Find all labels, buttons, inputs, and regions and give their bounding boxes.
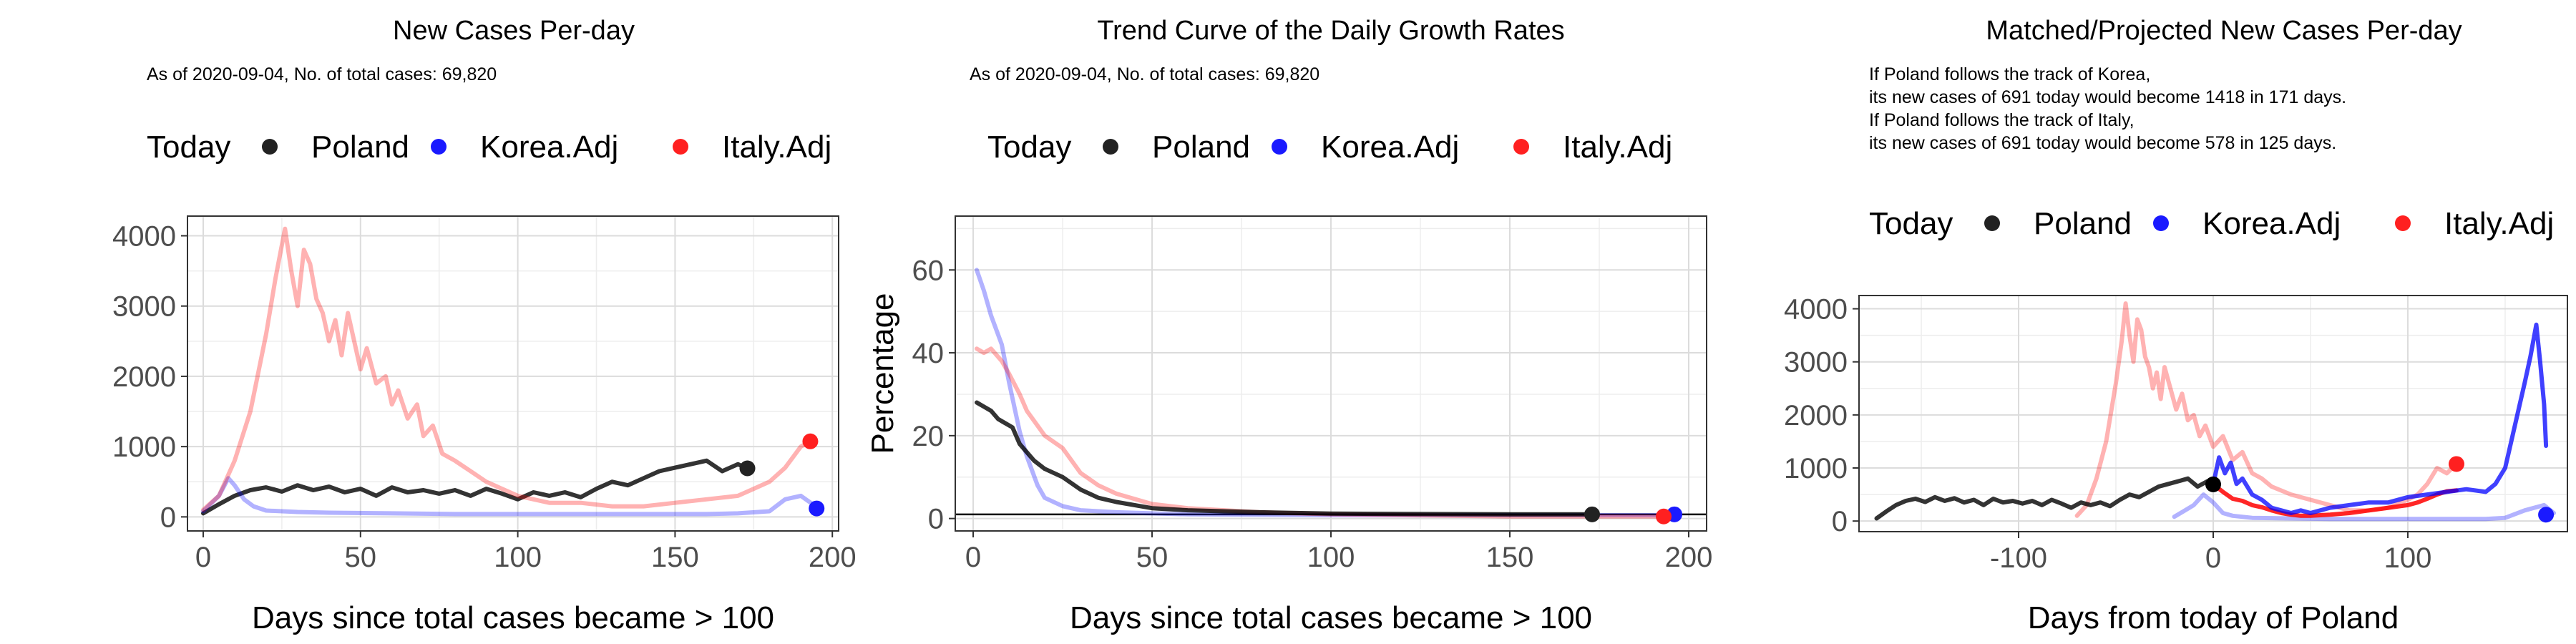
x-tick-label: -100 [1990, 542, 2047, 574]
series-line-italy-adj [201, 226, 813, 512]
x-tick-label: 0 [195, 542, 211, 573]
plot-panel [187, 216, 839, 531]
y-axis-label: Percentage [865, 293, 900, 454]
series-line-poland [1874, 476, 2215, 521]
series-line-italy-adj-projected [2211, 482, 2459, 518]
x-tick-label: 150 [651, 542, 699, 573]
x-axis-label: Days since total cases became > 100 [1070, 600, 1592, 635]
legend-label: Korea.Adj [2202, 206, 2341, 241]
chart-title: New Cases Per-day [393, 16, 635, 46]
legend-title: Today [147, 130, 230, 165]
y-tick-label: 0 [928, 504, 944, 535]
x-axis-label: Days since total cases became > 100 [252, 600, 774, 635]
today-point-italy-adj [802, 433, 819, 449]
legend-label: Poland [1152, 130, 1250, 165]
legend-key-marker [673, 139, 688, 155]
legend-title: Today [987, 130, 1071, 165]
today-point-poland [2205, 476, 2221, 492]
legend-key-marker [431, 139, 447, 155]
series-line-korea-adj [201, 476, 819, 517]
y-tick-label: 3000 [112, 291, 176, 323]
y-tick-label: 1000 [112, 431, 176, 463]
legend-label: Poland [311, 130, 409, 165]
legend-key-marker [1513, 139, 1529, 155]
chart-subtitle-line: If Poland follows the track of Italy, [1869, 110, 2135, 130]
series-line-poland [201, 458, 750, 516]
chart-subtitle-line: its new cases of 691 today would become … [1869, 133, 2336, 153]
y-tick-label: 2000 [1784, 400, 1848, 431]
legend-key-marker [2153, 215, 2169, 231]
y-tick-label: 3000 [1784, 347, 1848, 379]
x-tick-label: 100 [494, 542, 542, 573]
y-tick-label: 1000 [1784, 453, 1848, 484]
series-line-korea-adj [2172, 492, 2556, 522]
chart-title: Trend Curve of the Daily Growth Rates [1097, 16, 1564, 46]
chart-subtitle-line: As of 2020-09-04, No. of total cases: 69… [970, 64, 1319, 84]
y-tick-label: 60 [912, 255, 945, 286]
x-tick-label: 0 [2205, 542, 2221, 574]
today-point-korea-adj [809, 500, 825, 517]
chart-subtitle-line: its new cases of 691 today would become … [1869, 87, 2346, 107]
today-point-korea-adj [2538, 507, 2555, 523]
series-line-korea-adj [975, 268, 1677, 517]
y-tick-label: 2000 [112, 361, 176, 393]
legend-key-marker [262, 139, 278, 155]
plot-border [187, 215, 839, 532]
x-tick-label: 150 [1486, 542, 1534, 573]
today-point-poland [739, 460, 756, 477]
today-point-italy-adj [2448, 456, 2464, 472]
today-point-italy-adj [1656, 508, 1672, 525]
legend-key-marker [1272, 139, 1287, 155]
x-tick-label: 100 [1307, 542, 1355, 573]
chart-subtitle-line: If Poland follows the track of Korea, [1869, 64, 2150, 84]
legend-label: Italy.Adj [2444, 206, 2554, 241]
legend-label: Italy.Adj [722, 130, 831, 165]
legend-title: Today [1869, 206, 1953, 241]
x-axis-label: Days from today of Poland [2028, 600, 2399, 635]
series-line-poland [975, 400, 1594, 517]
legend-label: Italy.Adj [1563, 130, 1672, 165]
legend-label: Korea.Adj [480, 130, 618, 165]
series-line-korea-adj-projected [2211, 322, 2549, 515]
chart-subtitle-line: As of 2020-09-04, No. of total cases: 69… [147, 64, 497, 84]
y-tick-label: 0 [1832, 506, 1848, 537]
x-tick-label: 50 [1136, 542, 1169, 573]
chart-title: Matched/Projected New Cases Per-day [1986, 16, 2462, 46]
y-tick-label: 40 [912, 338, 945, 369]
y-tick-label: 20 [912, 421, 945, 452]
x-tick-label: 200 [809, 542, 857, 573]
x-tick-label: 50 [345, 542, 377, 573]
legend-label: Korea.Adj [1321, 130, 1459, 165]
legend-key-marker [1103, 139, 1118, 155]
legend-label: Poland [2034, 206, 2132, 241]
y-tick-label: 0 [160, 502, 176, 533]
y-tick-label: 4000 [1784, 294, 1848, 326]
legend-key-marker [2395, 215, 2411, 231]
legend-key-marker [1984, 215, 2000, 231]
y-tick-label: 4000 [112, 221, 176, 253]
x-tick-label: 0 [965, 542, 981, 573]
x-tick-label: 200 [1665, 542, 1713, 573]
x-tick-label: 100 [2384, 542, 2432, 574]
today-point-poland [1584, 506, 1600, 522]
